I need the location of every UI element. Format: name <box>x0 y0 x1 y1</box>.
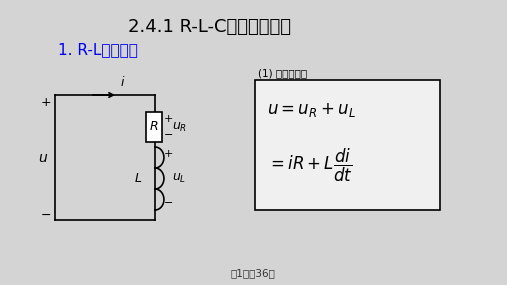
Text: $u_L$: $u_L$ <box>172 172 186 185</box>
Text: $L$: $L$ <box>134 172 142 185</box>
Text: −: − <box>164 130 173 140</box>
Text: −: − <box>164 198 173 208</box>
Text: $u_R$: $u_R$ <box>172 121 187 134</box>
Text: +: + <box>164 114 173 124</box>
Text: $R$: $R$ <box>149 121 159 133</box>
Text: −: − <box>41 209 51 221</box>
Bar <box>255 80 440 210</box>
Bar <box>146 112 162 142</box>
Text: $u = u_R + u_L$: $u = u_R + u_L$ <box>267 101 356 119</box>
Text: 1. R-L串联电路: 1. R-L串联电路 <box>58 42 138 57</box>
Text: 第1页全36页: 第1页全36页 <box>231 268 275 278</box>
Text: $= iR + L\dfrac{di}{dt}$: $= iR + L\dfrac{di}{dt}$ <box>267 146 353 184</box>
Text: 2.4.1 R-L-C串联交流电路: 2.4.1 R-L-C串联交流电路 <box>128 18 292 36</box>
Text: (1) 瞬时値关系: (1) 瞬时値关系 <box>258 68 307 78</box>
Text: $u$: $u$ <box>38 150 48 164</box>
Text: +: + <box>41 97 51 109</box>
Text: +: + <box>164 149 173 159</box>
Text: $i$: $i$ <box>120 75 125 89</box>
